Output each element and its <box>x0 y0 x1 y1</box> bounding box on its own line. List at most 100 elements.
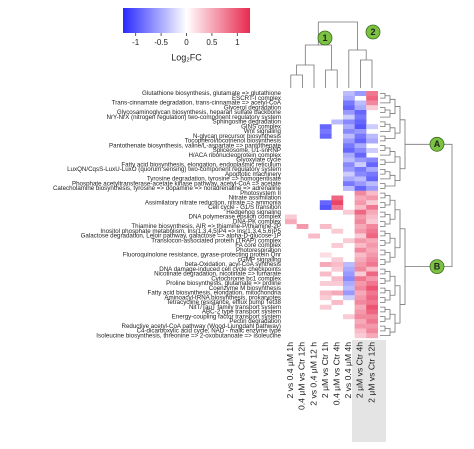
row-label: Aminoacyl-tRNA biosynthesis, prokaryotes <box>164 294 281 301</box>
dendrogram-branch <box>395 285 401 324</box>
heatmap-cell <box>354 209 367 215</box>
heatmap-cell <box>366 181 378 187</box>
heatmap-cell <box>366 95 378 101</box>
row-label: Glycosaminoglycan biosynthesis, heparan … <box>117 109 282 116</box>
row-label: Hedgehog signaling <box>226 209 281 216</box>
dendrogram-branch <box>380 107 386 113</box>
column-label: 2 μM vs Ctr 12h <box>366 342 376 403</box>
heatmap-cell <box>366 157 378 163</box>
heatmap-cell <box>366 214 378 220</box>
dendrogram-branch <box>385 195 391 206</box>
heatmap-cell <box>354 181 367 187</box>
heatmap-cell <box>343 148 355 153</box>
heatmap-cell <box>343 176 355 182</box>
row-label: ABC-2 type transport system <box>202 309 281 316</box>
row-label: DNA polymerase epsilon complex <box>188 214 281 221</box>
heatmap-cell <box>343 167 355 172</box>
heatmap-cell <box>354 162 367 168</box>
row-label: Proline biosynthesis, glutamate => proli… <box>166 280 281 287</box>
heatmap-cell <box>343 119 355 125</box>
dendrogram-branch <box>385 214 391 225</box>
heatmap-cell <box>354 304 367 310</box>
row-label: Nicotinate degradation, nicotinate => fu… <box>154 271 281 278</box>
heatmap-cell <box>366 91 378 96</box>
heatmap-cell <box>354 171 367 177</box>
heatmap-cell <box>354 105 367 111</box>
row-label: Nitrate assimilation <box>229 195 282 202</box>
heatmap-cell <box>354 328 367 334</box>
dendrogram-branch <box>380 211 386 218</box>
heatmap-cell <box>354 190 367 196</box>
colorbar <box>123 8 250 33</box>
heatmap-cell <box>319 129 332 134</box>
heatmap-cell <box>343 238 355 244</box>
heatmap-cell <box>354 262 367 267</box>
row-label: Pectin degradation <box>229 318 281 325</box>
dendrogram-branch <box>390 237 396 258</box>
heatmap-cell <box>366 243 378 248</box>
dendrogram-branch <box>385 233 391 244</box>
row-label: GINS complex <box>241 123 282 130</box>
heatmap-cell <box>331 200 344 206</box>
heatmap-cell <box>366 257 378 263</box>
heatmap-cell <box>343 105 355 111</box>
heatmap-cell <box>319 224 332 229</box>
heatmap-cell <box>366 176 378 182</box>
heatmap-cell <box>354 290 367 296</box>
heatmap-cell <box>285 219 297 225</box>
heatmap-cell <box>366 228 378 234</box>
heatmap-cell <box>354 152 367 158</box>
row-label: NrY-NrX (nitrogen regulation) two-compon… <box>107 114 281 121</box>
heatmap-cell <box>354 91 367 96</box>
dendrogram-branch <box>380 221 386 227</box>
heatmap-cell <box>319 205 332 210</box>
heatmap-cell <box>354 233 367 239</box>
heatmap-cell <box>354 186 367 191</box>
heatmap-cell <box>343 295 355 301</box>
heatmap-cell <box>354 247 367 253</box>
heatmap-cell <box>343 100 355 106</box>
heatmap-cell <box>366 209 378 215</box>
dendrogram-branch <box>390 313 396 333</box>
heatmap-cell <box>343 143 355 149</box>
heatmap-cell <box>343 95 355 101</box>
heatmap-cell <box>343 276 355 282</box>
heatmap-cell <box>366 285 378 291</box>
heatmap-cell <box>366 171 378 177</box>
row-label: Energy-coupling factor transport system <box>172 313 281 320</box>
column-label: 2 vs 0.4 μM 4h <box>343 342 353 399</box>
colorbar-tick-label: 1 <box>235 38 240 47</box>
heatmap-cell <box>354 167 367 172</box>
heatmap-cell <box>354 228 367 234</box>
row-label: Photosystem II <box>240 190 281 197</box>
heatmap-cell <box>366 262 378 267</box>
cluster-badge <box>429 259 445 275</box>
row-label: H/ACA ribonucleoprotein complex <box>188 152 281 159</box>
dendrogram-branch <box>385 252 391 263</box>
heatmap-cell <box>354 323 367 329</box>
column-dendrogram <box>290 21 373 88</box>
row-label: Glycerol degradation <box>224 104 282 111</box>
heatmap-cell <box>354 319 367 324</box>
heatmap-cell <box>343 138 355 144</box>
cluster-badge <box>365 24 381 40</box>
heatmap-cell <box>331 205 344 210</box>
row-label: Fatty acid biosynthesis, elongation, end… <box>121 161 281 168</box>
heatmap-cell <box>343 285 355 291</box>
heatmap-cell <box>319 295 332 301</box>
row-label: Translocon-associated protein (TRAP) com… <box>151 237 282 244</box>
heatmap-cell <box>354 114 367 120</box>
cluster-label: 1 <box>322 33 327 43</box>
row-label: DNA-PK complex <box>233 218 282 225</box>
heatmap-cell <box>343 186 355 191</box>
heatmap-cell <box>366 224 378 229</box>
heatmap-cell <box>343 133 355 139</box>
colorbar-title: Log₂FC <box>171 52 202 62</box>
row-label: Photorespiration <box>236 247 282 254</box>
dendrogram-branch <box>380 325 386 332</box>
heatmap-cell <box>354 314 367 320</box>
row-label: Sphingosine degradation <box>213 119 282 126</box>
heatmap-cell <box>366 190 378 196</box>
dendrogram-branch <box>395 106 401 134</box>
